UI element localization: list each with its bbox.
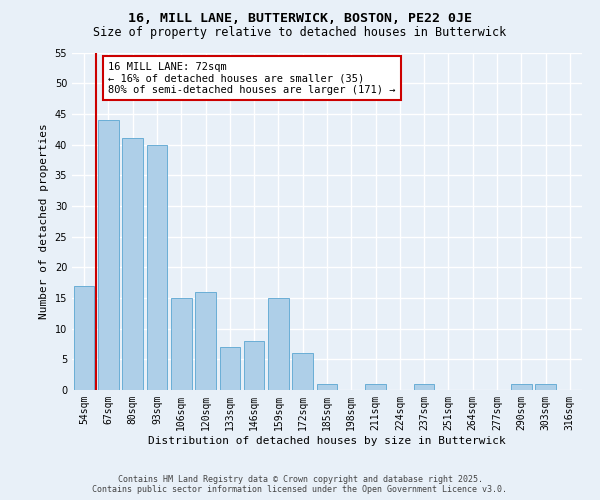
- Bar: [365, 384, 386, 390]
- Text: Contains HM Land Registry data © Crown copyright and database right 2025.
Contai: Contains HM Land Registry data © Crown c…: [92, 474, 508, 494]
- Text: 16 MILL LANE: 72sqm
← 16% of detached houses are smaller (35)
80% of semi-detach: 16 MILL LANE: 72sqm ← 16% of detached ho…: [109, 62, 396, 95]
- Text: 16, MILL LANE, BUTTERWICK, BOSTON, PE22 0JE: 16, MILL LANE, BUTTERWICK, BOSTON, PE22 …: [128, 12, 472, 26]
- Bar: [511, 384, 532, 390]
- Bar: [414, 384, 434, 390]
- Bar: [244, 341, 265, 390]
- Bar: [74, 286, 94, 390]
- Bar: [292, 353, 313, 390]
- Bar: [535, 384, 556, 390]
- Y-axis label: Number of detached properties: Number of detached properties: [39, 124, 49, 319]
- Bar: [122, 138, 143, 390]
- Bar: [98, 120, 119, 390]
- X-axis label: Distribution of detached houses by size in Butterwick: Distribution of detached houses by size …: [148, 436, 506, 446]
- Bar: [171, 298, 191, 390]
- Bar: [268, 298, 289, 390]
- Bar: [220, 347, 240, 390]
- Text: Size of property relative to detached houses in Butterwick: Size of property relative to detached ho…: [94, 26, 506, 39]
- Bar: [195, 292, 216, 390]
- Bar: [317, 384, 337, 390]
- Bar: [146, 144, 167, 390]
